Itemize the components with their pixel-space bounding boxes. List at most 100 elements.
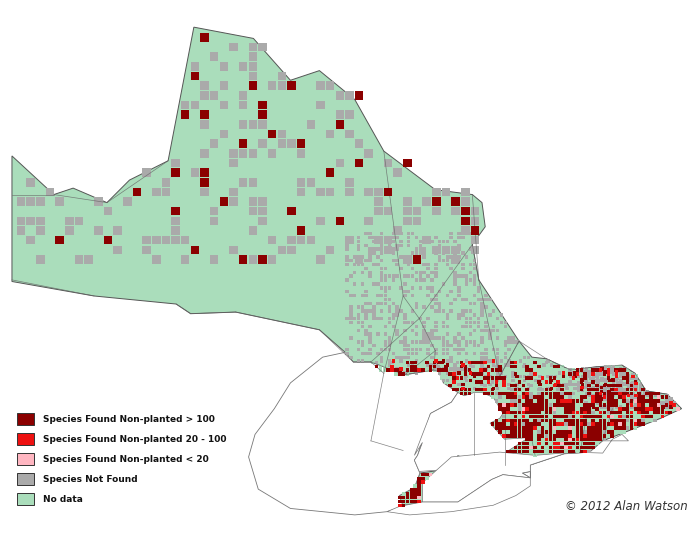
Bar bbox=[496, 359, 499, 363]
Bar bbox=[430, 271, 433, 274]
Bar bbox=[142, 246, 150, 254]
Bar bbox=[537, 403, 540, 407]
Bar bbox=[345, 317, 349, 320]
Bar bbox=[587, 372, 591, 376]
Bar bbox=[541, 365, 545, 368]
Bar bbox=[407, 348, 410, 351]
Bar bbox=[36, 255, 45, 264]
Bar bbox=[503, 422, 506, 426]
Bar bbox=[503, 321, 507, 324]
Bar bbox=[642, 405, 645, 409]
Bar bbox=[596, 402, 599, 405]
Bar bbox=[610, 372, 614, 376]
Bar bbox=[449, 367, 453, 371]
Bar bbox=[634, 374, 638, 378]
Bar bbox=[391, 259, 395, 263]
Bar bbox=[522, 407, 525, 411]
Bar bbox=[533, 426, 537, 430]
Bar bbox=[349, 352, 353, 355]
Bar bbox=[600, 377, 603, 380]
Bar bbox=[460, 365, 463, 368]
Bar bbox=[27, 217, 35, 225]
Bar bbox=[556, 450, 560, 453]
Bar bbox=[522, 415, 525, 418]
Bar bbox=[403, 348, 407, 351]
Bar bbox=[463, 384, 467, 387]
Bar bbox=[434, 263, 438, 266]
Bar bbox=[545, 380, 548, 383]
Bar bbox=[626, 426, 629, 430]
Bar bbox=[461, 348, 465, 351]
Bar bbox=[210, 255, 218, 264]
Bar bbox=[248, 120, 257, 129]
Bar bbox=[583, 384, 587, 387]
Bar bbox=[258, 198, 267, 206]
Bar bbox=[549, 403, 552, 407]
Bar bbox=[641, 422, 645, 426]
Bar bbox=[622, 388, 626, 391]
Bar bbox=[384, 302, 387, 305]
Bar bbox=[55, 198, 64, 206]
Bar bbox=[460, 388, 463, 391]
Bar bbox=[480, 359, 484, 363]
Bar bbox=[506, 407, 510, 411]
Bar bbox=[591, 384, 595, 387]
Bar bbox=[556, 419, 560, 422]
Bar bbox=[486, 376, 491, 380]
Bar bbox=[595, 422, 598, 426]
Bar bbox=[638, 422, 641, 426]
Bar bbox=[368, 271, 372, 274]
Bar bbox=[407, 240, 410, 243]
Bar bbox=[365, 325, 368, 328]
Bar bbox=[391, 313, 395, 317]
Bar bbox=[380, 232, 384, 235]
Bar bbox=[634, 391, 637, 395]
Bar bbox=[631, 381, 634, 384]
Bar bbox=[395, 333, 399, 336]
Bar bbox=[395, 328, 399, 332]
Bar bbox=[349, 259, 353, 263]
Bar bbox=[529, 442, 533, 445]
Bar bbox=[549, 388, 552, 391]
Bar bbox=[622, 399, 626, 403]
Bar bbox=[200, 81, 209, 90]
Bar bbox=[537, 407, 540, 411]
Bar bbox=[607, 397, 610, 401]
Bar bbox=[442, 344, 445, 348]
Bar bbox=[94, 226, 103, 235]
Bar bbox=[603, 422, 606, 426]
Bar bbox=[587, 396, 591, 399]
Bar bbox=[564, 368, 568, 372]
Bar bbox=[641, 407, 645, 411]
Bar bbox=[518, 442, 522, 445]
Bar bbox=[468, 365, 471, 368]
Bar bbox=[604, 387, 608, 390]
Bar bbox=[639, 388, 643, 392]
Bar bbox=[526, 415, 529, 418]
Bar bbox=[599, 430, 603, 434]
Bar bbox=[407, 274, 410, 278]
Bar bbox=[599, 388, 603, 391]
Bar bbox=[391, 252, 395, 255]
Bar bbox=[368, 236, 372, 239]
Bar bbox=[549, 415, 552, 418]
Bar bbox=[592, 394, 595, 397]
Bar bbox=[580, 419, 583, 422]
Bar bbox=[345, 236, 349, 239]
Bar bbox=[657, 403, 660, 407]
Bar bbox=[496, 340, 499, 343]
Bar bbox=[546, 359, 550, 363]
Bar bbox=[498, 376, 502, 380]
Bar bbox=[604, 388, 608, 392]
Bar bbox=[575, 399, 579, 403]
Bar bbox=[403, 290, 407, 293]
Bar bbox=[430, 278, 433, 282]
Bar bbox=[529, 438, 533, 442]
Bar bbox=[506, 422, 510, 426]
Bar bbox=[360, 294, 364, 297]
Bar bbox=[591, 411, 595, 414]
Bar bbox=[580, 372, 583, 376]
Bar bbox=[639, 383, 643, 386]
Bar bbox=[422, 236, 431, 245]
Bar bbox=[529, 434, 533, 438]
